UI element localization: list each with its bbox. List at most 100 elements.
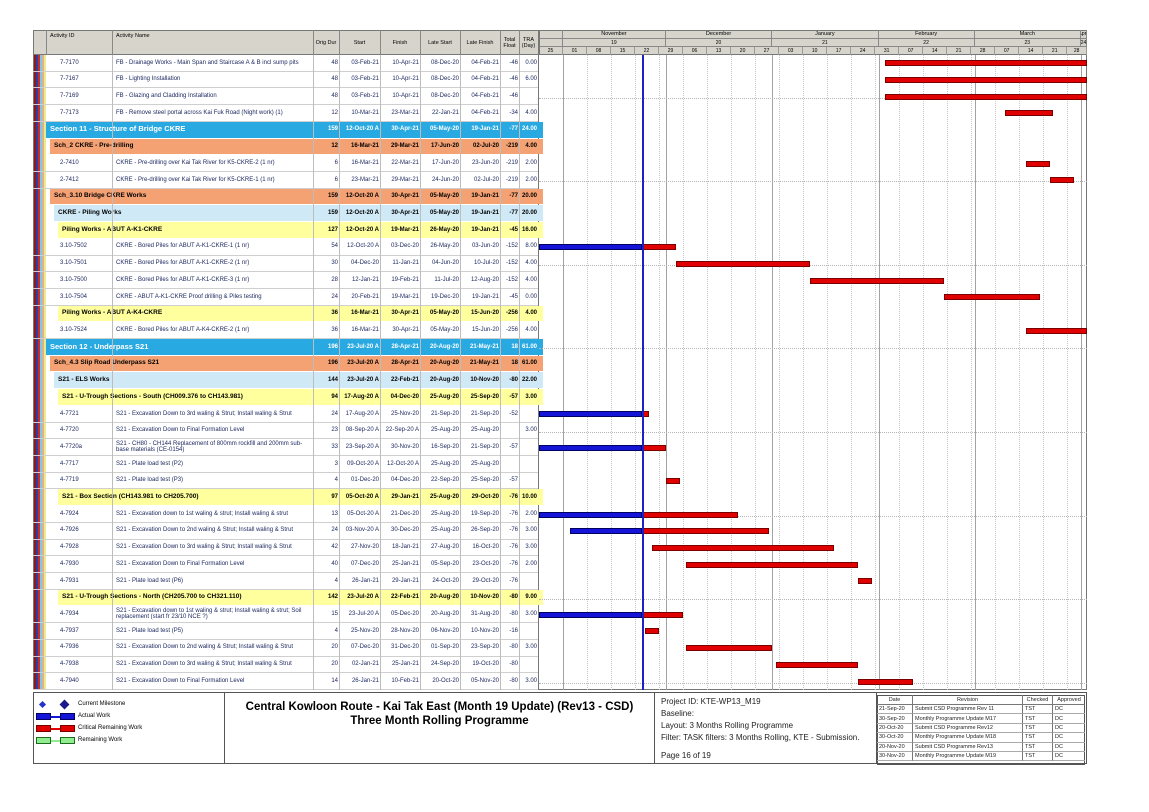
band-cell-total_float: 18 bbox=[511, 343, 518, 350]
header-col-divider bbox=[420, 30, 421, 55]
month-gridline bbox=[974, 55, 976, 690]
band-cell-late_start: 05-May-20 bbox=[429, 126, 459, 133]
cell-activity-id: 4-7936 bbox=[60, 644, 79, 651]
sight-line bbox=[539, 348, 1087, 350]
cell-start: 27-Nov-20 bbox=[350, 544, 379, 551]
row-separator bbox=[33, 638, 538, 640]
cell-start: 12-Jan-21 bbox=[351, 276, 379, 283]
cell-total_float: -219 bbox=[505, 159, 518, 166]
band-cell-tra: 9.00 bbox=[525, 594, 537, 601]
band-row: Section 12 - Underpass S21 196 23-Jul-20 A… bbox=[0, 339, 1149, 356]
revision-cell: TST bbox=[1023, 714, 1053, 724]
week-gridline bbox=[803, 55, 805, 690]
col-divider bbox=[313, 55, 314, 690]
band-cell-tra: 24.00 bbox=[521, 126, 537, 133]
header-col-divider bbox=[339, 30, 340, 55]
cell-dur: 4 bbox=[334, 627, 338, 634]
cell-activity-name: CKRE - Pre-drilling over Kai Tak River f… bbox=[116, 159, 275, 166]
legend-item: Remaining Work bbox=[33, 735, 223, 747]
week-gridline bbox=[707, 55, 709, 690]
revision-cell: Submit CSD Programme Rev13 bbox=[913, 742, 1023, 752]
band-cell-late_finish: 29-Oct-20 bbox=[471, 494, 499, 501]
cell-activity-name: S21 - CH80 - CH144 Replacement of 800mm … bbox=[116, 440, 303, 454]
month-cell: December bbox=[665, 30, 773, 39]
actual-work-icon bbox=[36, 713, 51, 720]
cell-finish: 05-Dec-20 bbox=[390, 611, 419, 618]
week-gridline bbox=[587, 55, 589, 690]
week-cell: 25 bbox=[539, 47, 563, 55]
month-gridline bbox=[878, 55, 880, 690]
cell-tra bbox=[519, 439, 539, 455]
data-date-line bbox=[641, 55, 644, 690]
cell-dur: 4 bbox=[334, 477, 338, 484]
band-cell-finish: 30-Apr-21 bbox=[391, 193, 419, 200]
cell-dur: 13 bbox=[331, 510, 338, 517]
col-divider bbox=[420, 55, 421, 690]
cell-start: 12-Oct-20 A bbox=[346, 243, 379, 250]
revision-cell: 20-Oct-20 bbox=[877, 723, 913, 734]
project-id-text: Project ID: KTE-WP13_M19 bbox=[661, 697, 761, 706]
col-divider bbox=[112, 55, 113, 690]
revision-cell: Monthly Programme Update M17 bbox=[913, 714, 1023, 724]
cell-tra: 8.00 bbox=[525, 243, 537, 250]
week-cell: 29 bbox=[659, 47, 684, 55]
band-cell-tra: 3.00 bbox=[525, 393, 537, 400]
band-cell-late_start: 20-Aug-20 bbox=[429, 343, 459, 350]
col-header-dur: Orig Dur bbox=[315, 39, 337, 46]
row-separator bbox=[33, 588, 538, 590]
cell-activity-id: 3.10-7500 bbox=[60, 276, 88, 283]
cell-start: 09-Oct-20 A bbox=[346, 460, 379, 467]
cell-late_finish: 23-Oct-20 bbox=[472, 560, 499, 567]
week-cell: 14 bbox=[923, 47, 948, 55]
cell-activity-id: 7-7173 bbox=[60, 109, 79, 116]
row-separator bbox=[33, 538, 538, 540]
cell-activity-id: 4-7934 bbox=[60, 611, 79, 618]
band-background bbox=[50, 138, 543, 155]
cell-dur: 48 bbox=[331, 93, 338, 99]
band-cell-tra: 20.00 bbox=[521, 193, 537, 200]
gantt-bar-critical-remaining bbox=[652, 544, 834, 551]
cell-activity-id: 7-7167 bbox=[60, 76, 79, 83]
band-cell-total_float: -80 bbox=[509, 377, 518, 384]
band-cell-start: 23-Jul-20 A bbox=[347, 343, 379, 350]
cell-total_float: -219 bbox=[505, 176, 518, 183]
cell-finish: 21-Dec-20 bbox=[390, 510, 419, 517]
week-gridline bbox=[995, 55, 997, 690]
band-cell-start: 05-Oct-20 A bbox=[345, 494, 379, 501]
cell-activity-name: FB - Glazing and Cladding Installation bbox=[116, 93, 217, 99]
band-cell-dur: 159 bbox=[327, 126, 338, 133]
band-cell-dur: 196 bbox=[327, 360, 338, 367]
revision-cell: Monthly Programme Update M18 bbox=[913, 733, 1023, 743]
cell-activity-name: S21 - Excavation down to 1st waling & st… bbox=[116, 510, 289, 517]
band-row: S21 - Box Section (CH143.981 to CH205.70… bbox=[0, 489, 1149, 506]
week-gridline bbox=[779, 55, 781, 690]
band-cell-finish: 28-Apr-21 bbox=[391, 360, 419, 367]
band-cell-start: 12-Oct-20 A bbox=[345, 193, 379, 200]
revision-cell: 30-Oct-20 bbox=[877, 733, 913, 743]
cell-total_float: -76 bbox=[509, 527, 518, 534]
outline-strip bbox=[38, 38, 40, 690]
task-row: 4-7938 S21 - Excavation Down to 3rd walin… bbox=[0, 657, 1149, 674]
cell-tra bbox=[519, 623, 539, 639]
band-cell-tra: 61.00 bbox=[521, 343, 537, 350]
cell-activity-name: S21 - Excavation Down to Final Formation… bbox=[116, 677, 245, 684]
cell-total_float: -80 bbox=[509, 661, 518, 668]
month-number-cell: 19 bbox=[563, 39, 666, 47]
cell-start: 02-Jan-21 bbox=[351, 661, 379, 668]
cell-total_float: -46 bbox=[509, 59, 518, 66]
cell-total_float: -76 bbox=[509, 544, 518, 551]
band-cell-dur: 127 bbox=[327, 226, 338, 233]
cell-activity-name: FB - Remove steel portal across Kai Fuk … bbox=[116, 109, 283, 116]
cell-finish: 10-Feb-21 bbox=[391, 677, 419, 684]
row-separator bbox=[33, 254, 538, 256]
cell-total_float: -80 bbox=[509, 644, 518, 651]
legend-item-label: Current Milestone bbox=[78, 701, 126, 707]
cell-activity-name: S21 - Excavation Down to 3rd waling & St… bbox=[116, 544, 292, 551]
week-cell: 07 bbox=[995, 47, 1020, 55]
band-cell-dur: 94 bbox=[331, 393, 338, 400]
task-row: 3.10-7504 CKRE - ABUT A-K1-CKRE Proof dri… bbox=[0, 289, 1149, 306]
col-header-start: Start bbox=[353, 39, 366, 46]
month-cell: November bbox=[563, 30, 666, 39]
cell-late_start: 24-Jun-20 bbox=[431, 176, 459, 183]
cell-late_finish: 04-Feb-21 bbox=[471, 109, 499, 116]
